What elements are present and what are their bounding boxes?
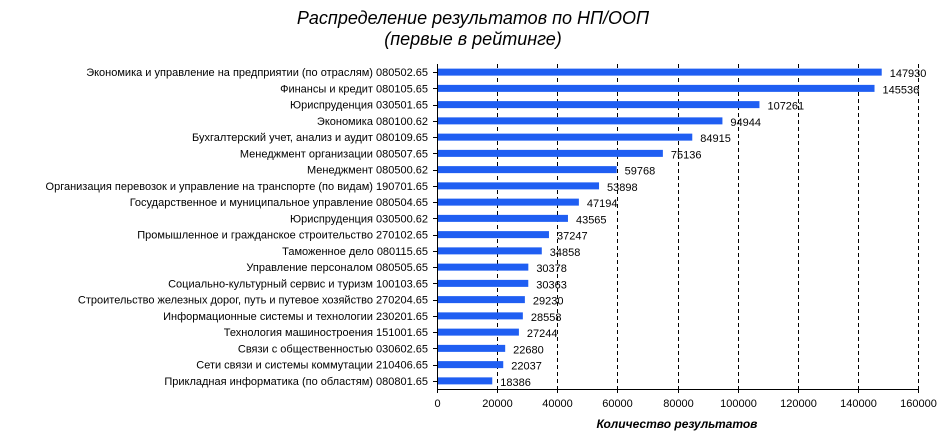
value-label: 30378 <box>536 263 567 275</box>
category-label: Экономика 080100.62 <box>317 116 428 128</box>
category-label: Строительство железных дорог, путь и пут… <box>78 295 428 307</box>
category-label: Технология машиностроения 151001.65 <box>224 327 428 339</box>
bar <box>438 182 600 190</box>
bar <box>438 377 493 385</box>
axes: 0 20000 40000 60000 80000 100000 120000 140000 1… <box>46 64 937 410</box>
x-tick-label: 120000 <box>780 398 817 410</box>
value-label: 18386 <box>500 377 531 389</box>
value-label: 22680 <box>513 344 544 356</box>
value-label: 75136 <box>671 149 702 161</box>
category-label: Государственное и муниципальное управлен… <box>130 197 428 209</box>
bar <box>438 279 529 287</box>
category-label: Связи с общественностью 030602.65 <box>238 343 428 355</box>
chart-title-line1: Распределение результатов по НП/ООП <box>296 8 650 28</box>
bar <box>438 68 882 76</box>
value-label: 145536 <box>883 84 920 96</box>
value-label: 47194 <box>587 198 618 210</box>
x-tick-label: 0 <box>434 398 440 410</box>
category-label: Финансы и кредит 080105.65 <box>280 83 428 95</box>
value-label: 37247 <box>557 231 588 243</box>
value-label: 27244 <box>527 328 558 340</box>
chart-title-line2: (первые в рейтинге) <box>384 29 562 49</box>
category-label: Менеджмент организации 080507.65 <box>240 148 428 160</box>
value-label: 28558 <box>531 312 562 324</box>
category-label: Менеджмент 080500.62 <box>307 165 428 177</box>
value-label: 34858 <box>550 247 581 259</box>
bar <box>438 149 663 157</box>
value-label: 53898 <box>607 182 638 194</box>
value-label: 43565 <box>576 214 607 226</box>
bar <box>438 133 693 141</box>
x-tick-label: 60000 <box>602 398 633 410</box>
bar <box>438 198 579 206</box>
category-label: Промышленное и гражданское строительство… <box>137 230 428 242</box>
value-label: 107261 <box>767 101 804 113</box>
bar <box>438 84 875 92</box>
value-label: 59768 <box>625 166 656 178</box>
category-label: Юриспруденция 030500.62 <box>290 213 428 225</box>
bar <box>438 344 506 352</box>
bars: 147930 145536 107261 94944 84915 75136 59768 53… <box>438 68 926 389</box>
value-label: 94944 <box>730 117 761 129</box>
bar <box>438 231 549 239</box>
bar <box>438 296 525 304</box>
category-label: Прикладная информатика (по областям) 080… <box>164 376 428 388</box>
bar <box>438 117 723 125</box>
category-label: Юриспруденция 030501.65 <box>290 100 428 112</box>
bar <box>438 361 504 369</box>
category-label: Экономика и управление на предприятии (п… <box>86 67 428 79</box>
gridlines <box>497 64 919 389</box>
value-label: 30363 <box>536 279 567 291</box>
bar <box>438 312 523 320</box>
category-label: Сети связи и системы коммутации 210406.6… <box>196 360 428 372</box>
category-label: Таможенное дело 080115.65 <box>282 246 428 258</box>
category-label: Организация перевозок и управление на тр… <box>46 181 428 193</box>
bar <box>438 166 617 174</box>
x-tick-label: 160000 <box>900 398 937 410</box>
value-label: 22037 <box>511 361 542 373</box>
bar <box>438 101 760 109</box>
chart-title: Распределение результатов по НП/ООП (пер… <box>0 8 946 50</box>
value-label: 84915 <box>700 133 731 145</box>
category-label: Управление персоналом 080505.65 <box>246 262 428 274</box>
x-tick-label: 20000 <box>482 398 513 410</box>
bar <box>438 263 529 271</box>
bar <box>438 328 519 336</box>
value-label: 29230 <box>533 296 564 308</box>
x-tick-label: 100000 <box>720 398 757 410</box>
category-label: Бухгалтерский учет, анализ и аудит 08010… <box>192 132 428 144</box>
bar <box>438 214 568 222</box>
x-tick-label: 80000 <box>663 398 694 410</box>
category-label: Информационные системы и технологии 2302… <box>163 311 428 323</box>
value-label: 147930 <box>890 68 927 80</box>
x-axis-title: Количество результатов <box>597 417 758 431</box>
x-tick-label: 40000 <box>542 398 573 410</box>
category-label: Социально-культурный сервис и туризм 100… <box>168 278 428 290</box>
bar <box>438 247 542 255</box>
x-tick-label: 140000 <box>840 398 877 410</box>
